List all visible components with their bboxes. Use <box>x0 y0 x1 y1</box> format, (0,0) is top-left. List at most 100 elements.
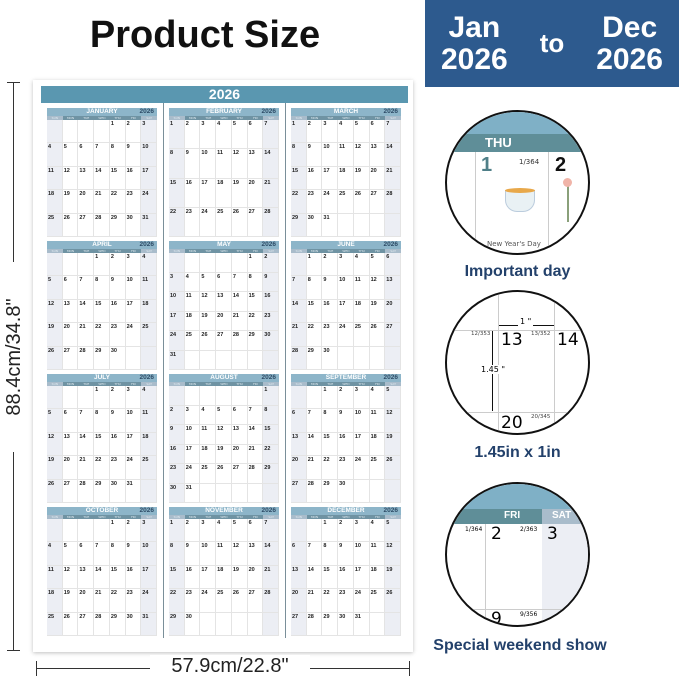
month-year: 2026 <box>383 241 398 248</box>
weekday-label: MON <box>310 382 319 386</box>
wall-calendar: 2026 JANUARY 2026 SUN MON TUE WED THU FRI SAT 1 2 3… <box>33 80 413 652</box>
day-cell: 30 <box>169 483 185 503</box>
day-cell: 31 <box>353 612 370 636</box>
month-year: 2026 <box>383 374 398 381</box>
day-cell: 24 <box>169 331 185 351</box>
weekday-label: FRI <box>375 116 380 120</box>
day-cell: 25 <box>184 331 201 351</box>
day-cell <box>231 386 248 406</box>
month-name: OCTOBER <box>85 507 119 514</box>
day-cell: 21 <box>78 323 95 347</box>
day-cell: 25 <box>141 456 157 480</box>
weekday-label: THU <box>358 249 365 253</box>
day-cell <box>369 346 386 370</box>
day-cell: 25 <box>369 456 386 480</box>
day-cell: 25 <box>141 323 157 347</box>
day-cell: 6 <box>78 542 95 566</box>
day-cell <box>94 120 110 144</box>
day-cell: 17 <box>141 565 157 590</box>
day-cell: 20 <box>216 311 232 331</box>
day-cell: 26 <box>231 207 248 237</box>
month-header: MAY 2026 <box>169 241 279 249</box>
weekday-label: WED <box>220 116 228 120</box>
day-cell: 16 <box>125 166 142 191</box>
day-cell: 13 <box>385 276 401 300</box>
day-cell: 14 <box>247 425 264 445</box>
weekday-label: TUE <box>205 249 212 253</box>
day-cell: 26 <box>62 213 79 237</box>
day-cell <box>78 519 95 543</box>
day-cell: 31 <box>184 483 201 503</box>
day-cell: 18 <box>369 432 386 457</box>
column-divider <box>163 103 164 638</box>
day-cell: 18 <box>200 444 217 464</box>
day-cell: 10 <box>169 292 185 312</box>
day-cell: 9 <box>169 425 185 445</box>
height-measure: 1.45 " <box>481 365 506 374</box>
day-cell: 4 <box>353 253 370 277</box>
day-cell: 23 <box>322 323 339 347</box>
month-february: FEBRUARY 2026 SUN MON TUE WED THU FRI SAT 1 2 3 4 5 6 7… <box>169 108 279 237</box>
day-cell: 2 <box>169 405 185 425</box>
day-cell: 11 <box>353 276 370 300</box>
day-cell: 7 <box>306 542 323 566</box>
day-cell: 27 <box>247 589 264 613</box>
day-cell <box>369 213 386 237</box>
height-label: 88.4cm/34.8" <box>3 262 27 452</box>
day-cell <box>184 253 201 273</box>
day-cell: 24 <box>141 190 157 214</box>
day-cell: 24 <box>125 456 142 480</box>
day-cell <box>78 120 95 144</box>
day-cell: 6 <box>291 542 307 566</box>
day-cell: 26 <box>369 323 386 347</box>
day-cell: 22 <box>169 589 185 613</box>
weekday-label: SAT <box>385 116 401 120</box>
weekday-label: SAT <box>385 249 401 253</box>
day-cell: 28 <box>385 190 401 214</box>
day-cell: 28 <box>94 213 110 237</box>
day-cell: 9 <box>125 143 142 167</box>
day-cell: 10 <box>200 149 217 179</box>
day-cell: 5 <box>353 120 370 144</box>
weekday-label: SUN <box>47 515 63 519</box>
weekday-label: MON <box>188 116 197 120</box>
weekday-label: SAT <box>141 515 157 519</box>
weekday-label: FRI <box>131 116 136 120</box>
day-cell <box>141 346 157 370</box>
day-cell: 28 <box>306 612 323 636</box>
day-cell: 21 <box>306 589 323 613</box>
day-cell: 30 <box>184 612 201 636</box>
day-cell: 6 <box>247 519 264 543</box>
day-cell: 12 <box>353 143 370 167</box>
day-count: 2/363 <box>520 526 538 533</box>
day-cell: 17 <box>125 299 142 324</box>
day-cell: 15 <box>94 432 110 457</box>
day-cell: 6 <box>231 405 248 425</box>
day-cell <box>47 120 63 144</box>
day-cell: 20 <box>62 323 79 347</box>
holiday-label: New Year's Day <box>487 240 541 248</box>
weekday-header: SAT <box>552 510 572 521</box>
weekday-label: FRI <box>253 382 258 386</box>
day-cell: 15 <box>247 292 264 312</box>
weekday-label: MON <box>310 515 319 519</box>
day-cell: 26 <box>62 612 79 636</box>
day-cell: 30 <box>125 612 142 636</box>
weekday-label: SUN <box>169 382 185 386</box>
day-cell: 3 <box>200 519 217 543</box>
day-cell: 27 <box>291 479 307 503</box>
month-november: NOVEMBER 2026 SUN MON TUE WED THU FRI SAT 1 2 3 4 5 6 7… <box>169 507 279 636</box>
day-cell: 25 <box>216 207 232 237</box>
day-cell: 6 <box>385 253 401 277</box>
weekday-label: FRI <box>375 249 380 253</box>
weekday-label: THU <box>236 382 243 386</box>
weekday-label: WED <box>342 116 350 120</box>
day-cell: 12 <box>231 542 248 566</box>
day-number: 9 <box>491 609 502 627</box>
weekday-label: SAT <box>263 382 279 386</box>
day-cell: 30 <box>125 213 142 237</box>
day-cell: 18 <box>338 166 354 191</box>
cell-size-label: 1.45in x 1in <box>474 444 561 461</box>
day-cell: 3 <box>125 386 142 410</box>
day-cell: 12 <box>47 432 63 457</box>
